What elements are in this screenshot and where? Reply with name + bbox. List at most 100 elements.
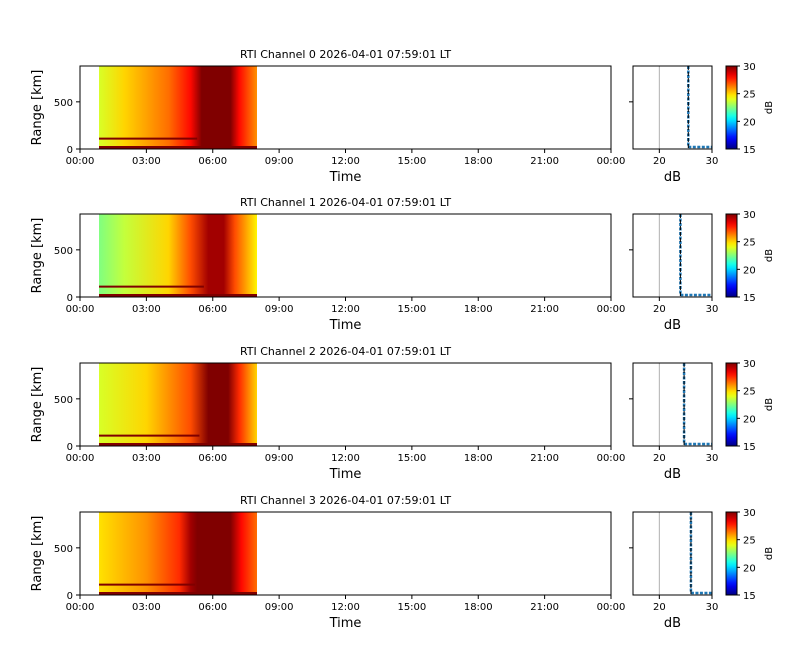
ground-clutter-band (99, 146, 257, 149)
colorbar-label: dB (764, 398, 775, 411)
colorbar-tick-label: 15 (743, 293, 756, 304)
heatmap-image (99, 66, 257, 149)
x-tick-label: 18:00 (464, 602, 493, 613)
profile-x-tick-label: 20 (653, 156, 666, 167)
x-tick-label: 03:00 (132, 602, 161, 613)
x-axis-label: Time (329, 170, 362, 185)
x-tick-label: 00:00 (597, 304, 626, 315)
colorbar-tick-label: 20 (743, 563, 756, 574)
profile-line (682, 363, 712, 446)
x-tick-label: 09:00 (265, 156, 294, 167)
panel-title: RTI Channel 2 2026-04-01 07:59:01 LT (240, 345, 451, 358)
profile-x-tick-label: 30 (706, 156, 719, 167)
x-tick-label: 00:00 (66, 156, 95, 167)
rti-panel-2: RTI Channel 2 2026-04-01 07:59:01 LT 00:0… (30, 345, 775, 482)
rti-panel-0: RTI Channel 0 2026-04-01 07:59:01 LT 00:0… (30, 48, 775, 185)
x-tick-label: 06:00 (198, 453, 227, 464)
x-tick-label: 09:00 (265, 602, 294, 613)
x-tick-label: 15:00 (397, 304, 426, 315)
y-axis-label: Range [km] (30, 218, 45, 294)
profile-line (689, 512, 712, 595)
y-tick-label: 0 (67, 442, 73, 453)
profile-line (687, 66, 712, 149)
heatmap-image (99, 512, 257, 595)
x-tick-label: 06:00 (198, 602, 227, 613)
panel-title: RTI Channel 1 2026-04-01 07:59:01 LT (240, 196, 451, 209)
x-tick-label: 21:00 (530, 453, 559, 464)
x-tick-label: 03:00 (132, 156, 161, 167)
colorbar-tick-label: 20 (743, 265, 756, 276)
ground-clutter-band (99, 443, 257, 446)
colorbar-tick-label: 25 (743, 90, 756, 101)
panel-title: RTI Channel 0 2026-04-01 07:59:01 LT (240, 48, 451, 61)
x-tick-label: 06:00 (198, 304, 227, 315)
colorbar-tick-label: 20 (743, 414, 756, 425)
echo-layer-line (99, 434, 200, 437)
x-tick-label: 21:00 (530, 156, 559, 167)
echo-layer-line (99, 583, 196, 586)
x-tick-label: 15:00 (397, 156, 426, 167)
x-tick-label: 12:00 (331, 602, 360, 613)
profile-axes-frame (632, 511, 713, 596)
colorbar (725, 362, 738, 447)
profile-x-tick-label: 20 (653, 304, 666, 315)
x-tick-label: 03:00 (132, 453, 161, 464)
colorbar-label: dB (764, 101, 775, 114)
y-tick-label: 500 (54, 246, 73, 257)
x-tick-label: 12:00 (331, 453, 360, 464)
ground-clutter-band (99, 294, 257, 297)
echo-layer-line (99, 137, 198, 140)
profile-axes-frame (632, 362, 713, 447)
x-tick-label: 18:00 (464, 304, 493, 315)
x-tick-label: 21:00 (530, 304, 559, 315)
rti-panel-3: RTI Channel 3 2026-04-01 07:59:01 LT 00:0… (30, 494, 775, 631)
x-tick-label: 00:00 (597, 156, 626, 167)
colorbar (725, 213, 738, 298)
colorbar-tick-label: 30 (743, 508, 756, 519)
profile-x-tick-label: 30 (706, 453, 719, 464)
profile-x-label: dB (664, 318, 681, 333)
x-tick-label: 00:00 (597, 453, 626, 464)
x-tick-label: 15:00 (397, 453, 426, 464)
profile-x-label: dB (664, 170, 681, 185)
colorbar-tick-label: 25 (743, 536, 756, 547)
y-tick-label: 500 (54, 98, 73, 109)
y-tick-label: 0 (67, 293, 73, 304)
profile-x-tick-label: 30 (706, 602, 719, 613)
x-axis-label: Time (329, 318, 362, 333)
colorbar-tick-label: 25 (743, 387, 756, 398)
colorbar-tick-label: 15 (743, 591, 756, 602)
profile-x-label: dB (664, 467, 681, 482)
colorbar-tick-label: 20 (743, 117, 756, 128)
heatmap-image (99, 363, 257, 446)
x-tick-label: 21:00 (530, 602, 559, 613)
y-axis-label: Range [km] (30, 367, 45, 443)
y-axis-label: Range [km] (30, 516, 45, 592)
profile-x-tick-label: 20 (653, 602, 666, 613)
x-tick-label: 06:00 (198, 156, 227, 167)
colorbar-tick-label: 30 (743, 210, 756, 221)
profile-axes-frame (632, 213, 713, 298)
x-tick-label: 03:00 (132, 304, 161, 315)
y-tick-label: 500 (54, 395, 73, 406)
y-tick-label: 0 (67, 591, 73, 602)
colorbar-tick-label: 15 (743, 145, 756, 156)
colorbar-label: dB (764, 547, 775, 560)
profile-x-tick-label: 20 (653, 453, 666, 464)
x-tick-label: 15:00 (397, 602, 426, 613)
colorbar (725, 511, 738, 596)
colorbar-tick-label: 25 (743, 238, 756, 249)
x-tick-label: 18:00 (464, 156, 493, 167)
x-tick-label: 00:00 (66, 304, 95, 315)
x-tick-label: 12:00 (331, 304, 360, 315)
panel-title: RTI Channel 3 2026-04-01 07:59:01 LT (240, 494, 451, 507)
x-tick-label: 09:00 (265, 304, 294, 315)
ground-clutter-band (99, 592, 257, 595)
profile-x-label: dB (664, 616, 681, 631)
y-tick-label: 500 (54, 544, 73, 555)
echo-layer-line (99, 285, 204, 288)
profile-x-tick-label: 30 (706, 304, 719, 315)
x-tick-label: 09:00 (265, 453, 294, 464)
x-tick-label: 12:00 (331, 156, 360, 167)
